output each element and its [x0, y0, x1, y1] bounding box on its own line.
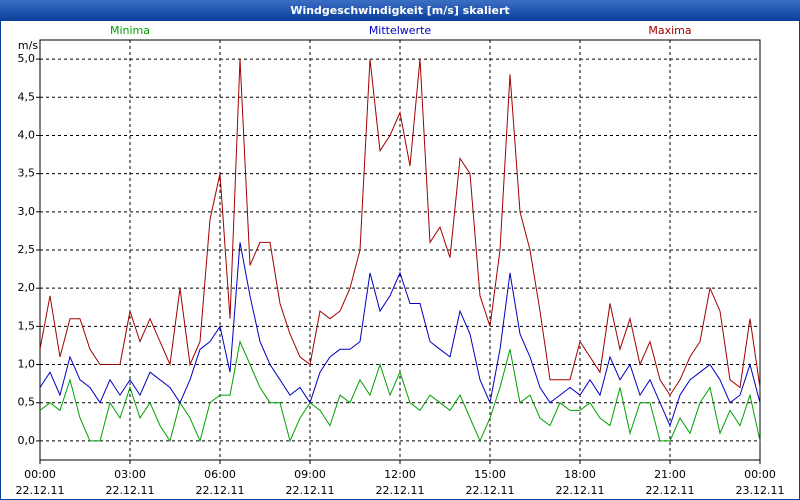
- x-tick-date: 22.12.11: [646, 484, 695, 497]
- x-tick-date: 22.12.11: [196, 484, 245, 497]
- x-tick-time: 09:00: [294, 468, 326, 481]
- x-tick-date: 22.12.11: [16, 484, 65, 497]
- y-tick-label: 5,0: [18, 52, 36, 65]
- x-tick-date: 22.12.11: [466, 484, 515, 497]
- x-tick-date: 22.12.11: [376, 484, 425, 497]
- y-tick-label: 4,5: [18, 90, 36, 103]
- y-tick-label: 2,0: [18, 281, 36, 294]
- legend-entry: Minima: [110, 24, 150, 37]
- y-tick-label: 3,0: [18, 205, 36, 218]
- y-tick-label: 1,0: [18, 358, 36, 371]
- x-tick-date: 22.12.11: [286, 484, 335, 497]
- x-tick-time: 15:00: [474, 468, 506, 481]
- title-bar: [0, 0, 800, 21]
- y-tick-label: 0,5: [18, 396, 36, 409]
- x-tick-date: 22.12.11: [106, 484, 155, 497]
- x-tick-time: 03:00: [114, 468, 146, 481]
- legend-entry: Mittelwerte: [369, 24, 432, 37]
- x-tick-time: 06:00: [204, 468, 236, 481]
- legend-entry: Maxima: [648, 24, 691, 37]
- y-tick-label: 2,5: [18, 243, 36, 256]
- x-tick-time: 00:00: [24, 468, 56, 481]
- x-tick-time: 00:00: [744, 468, 776, 481]
- x-tick-date: 22.12.11: [556, 484, 605, 497]
- y-tick-label: 4,0: [18, 128, 36, 141]
- x-tick-time: 12:00: [384, 468, 416, 481]
- x-tick-date: 23.12.11: [736, 484, 785, 497]
- chart-title: Windgeschwindigkeit [m/s] skaliert: [290, 4, 509, 17]
- y-tick-label: 1,5: [18, 319, 36, 332]
- x-tick-time: 21:00: [654, 468, 686, 481]
- series-line: [39, 59, 761, 397]
- y-tick-label: 0,0: [18, 434, 36, 447]
- y-tick-label: 3,5: [18, 167, 36, 180]
- x-tick-time: 18:00: [564, 468, 596, 481]
- series-line: [39, 242, 761, 428]
- series-line: [39, 339, 761, 443]
- y-axis-label: m/s: [18, 39, 38, 52]
